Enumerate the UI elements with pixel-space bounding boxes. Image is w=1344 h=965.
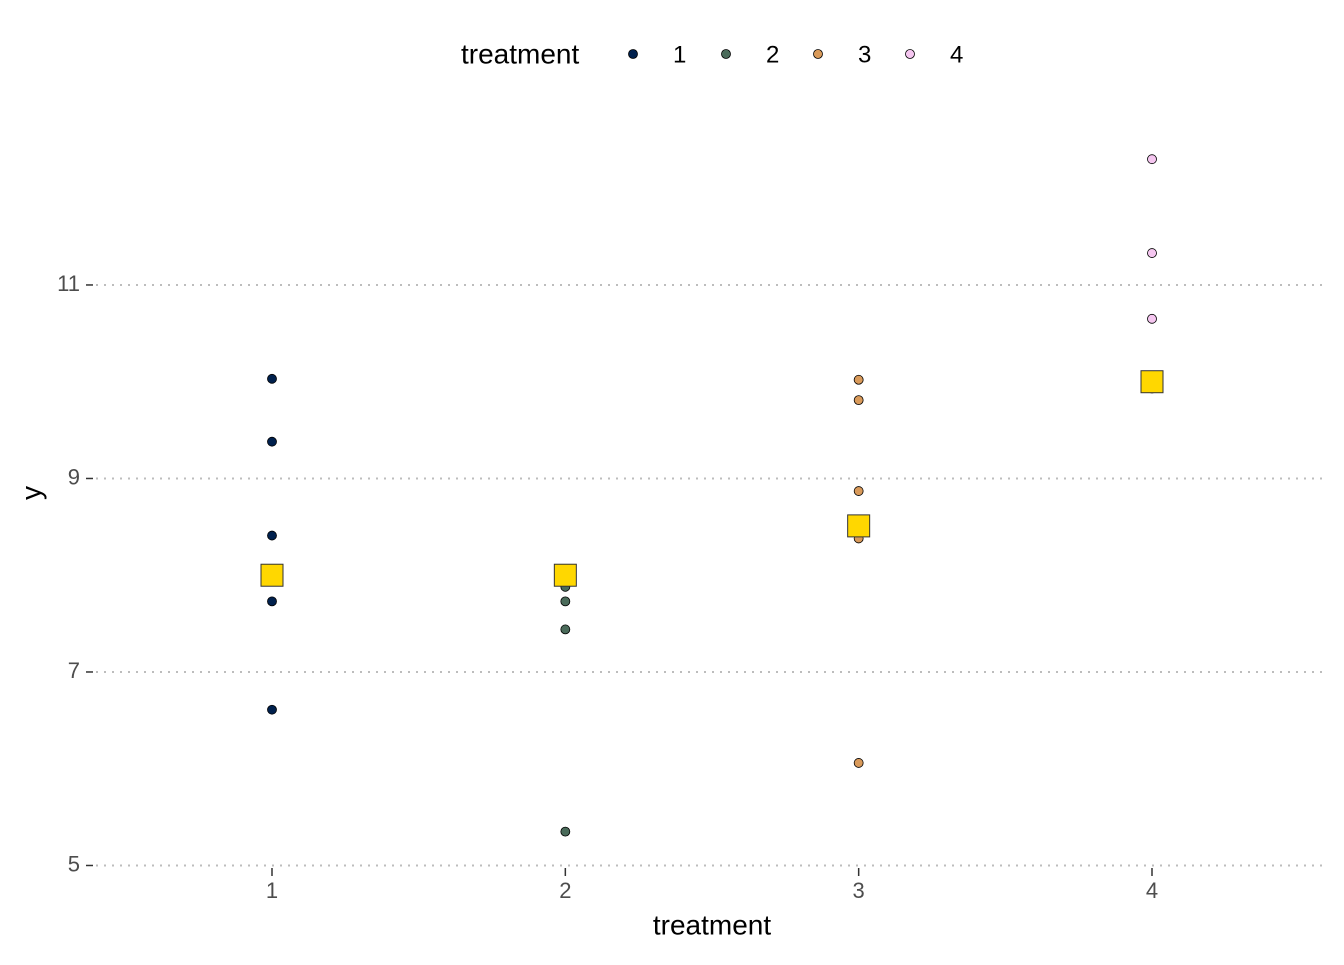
point [853, 395, 864, 406]
point [267, 530, 277, 541]
legend-label: 3 [858, 41, 871, 68]
legend-key [628, 49, 638, 59]
legend-key [721, 49, 731, 59]
legend-key [905, 49, 915, 59]
point [560, 596, 571, 607]
point [267, 436, 277, 447]
y-tick-label: 7 [68, 658, 80, 683]
point [1147, 154, 1157, 165]
point [267, 373, 277, 384]
point [267, 704, 277, 715]
point [1147, 248, 1157, 258]
legend-title: treatment [461, 38, 579, 69]
legend-label: 1 [673, 41, 686, 68]
x-tick-label: 2 [559, 878, 571, 903]
legend-label: 2 [766, 41, 779, 68]
mean-marker [260, 563, 284, 587]
x-tick-label: 1 [266, 878, 278, 903]
point [267, 596, 277, 607]
point [853, 486, 864, 496]
y-tick-label: 11 [57, 271, 80, 296]
y-tick-label: 9 [68, 464, 80, 489]
point [560, 826, 571, 837]
x-axis-title: treatment [653, 909, 771, 940]
y-axis-title: y [15, 486, 46, 500]
point [853, 758, 864, 768]
legend-key [813, 49, 823, 59]
mean-marker [1140, 370, 1164, 394]
y-tick-label: 5 [68, 851, 80, 876]
point [1147, 313, 1157, 324]
x-tick-label: 3 [853, 878, 865, 903]
x-tick-label: 4 [1146, 878, 1158, 903]
point [853, 374, 864, 385]
point [560, 624, 571, 635]
mean-marker [847, 514, 871, 538]
mean-marker [553, 563, 577, 587]
legend-label: 4 [950, 41, 963, 68]
